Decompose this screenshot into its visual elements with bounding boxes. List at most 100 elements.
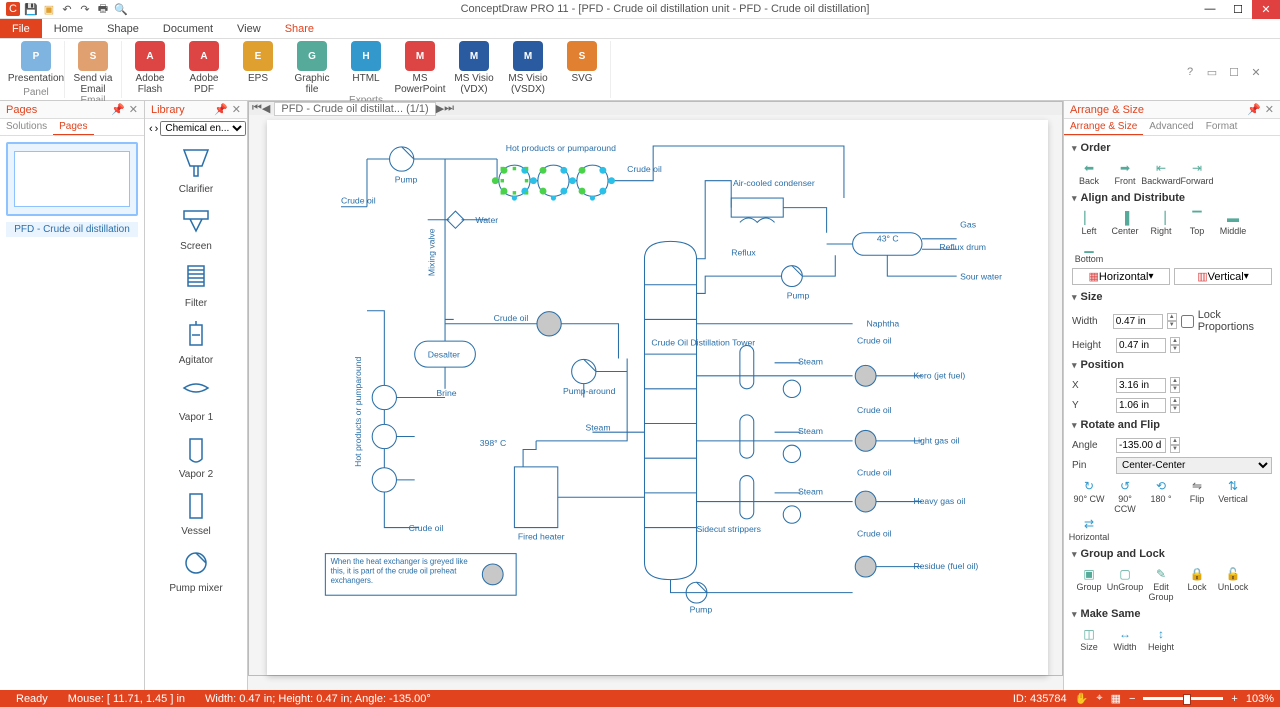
rotate-row--[interactable]: ⟲180 ° [1144,478,1178,514]
spinner-down[interactable]: ▼ [1170,385,1180,393]
order-row-backward[interactable]: ⇤Backward [1144,160,1178,186]
same-row-height[interactable]: ↕Height [1144,626,1178,652]
align-row-middle[interactable]: ▬Middle [1216,210,1250,236]
group-row-unlock[interactable]: 🔓UnLock [1216,566,1250,602]
group-row-lock[interactable]: 🔒Lock [1180,566,1214,602]
section-rotate[interactable]: Rotate and Flip [1072,415,1272,435]
redo-icon[interactable]: ↷ [78,2,92,16]
section-group[interactable]: Group and Lock [1072,544,1272,564]
close-button[interactable]: ✕ [1252,0,1280,19]
spinner-up[interactable]: ▲ [1170,437,1180,445]
zoom-slider[interactable] [1143,697,1223,700]
rotate-row--ccw[interactable]: ↺90° CCW [1108,478,1142,514]
spinner-up[interactable]: ▲ [1170,337,1180,345]
rotate-row-vertical[interactable]: ⇅Vertical [1216,478,1250,514]
library-select[interactable]: Chemical en... [160,121,246,136]
ribbon-adobe-flash[interactable]: AAdobeFlash [126,41,174,95]
width-input[interactable] [1113,314,1163,329]
pin-select[interactable]: Center-Center [1116,457,1272,474]
pin-icon[interactable]: 📌 [214,103,228,116]
ribbon-ms-visio-vdx-[interactable]: MMS Visio(VDX) [450,41,498,95]
spinner-up[interactable]: ▲ [1170,397,1180,405]
group-row-ungroup[interactable]: ▢UnGroup [1108,566,1142,602]
lib-clarifier[interactable]: Clarifier [145,142,247,199]
next-icon[interactable]: › [155,123,159,135]
prev-icon[interactable]: ‹ [149,123,153,135]
ribbon-adobe-pdf[interactable]: AAdobePDF [180,41,228,95]
ribbon-ms-powerpoint[interactable]: MMSPowerPoint [396,41,444,95]
lib-vapor-2[interactable]: Vapor 2 [145,427,247,484]
pin-icon[interactable]: 📌 [111,103,125,116]
tab-solutions[interactable]: Solutions [0,119,53,135]
align-row-center[interactable]: ▐Center [1108,210,1142,236]
tab-arrange-size[interactable]: Arrange & Size [1064,119,1143,135]
align-row-bottom[interactable]: ▁Bottom [1072,238,1106,264]
zoom-out-icon[interactable]: − [1129,693,1135,705]
order-row-front[interactable]: ➡Front [1108,160,1142,186]
ribbon-eps[interactable]: EEPS [234,41,282,95]
order-row-back[interactable]: ⬅Back [1072,160,1106,186]
tab-pages[interactable]: Pages [53,119,93,135]
ribbon-ms-visio-vsdx-[interactable]: MMS Visio(VSDX) [504,41,552,95]
order-row-forward[interactable]: ⇥Forward [1180,160,1214,186]
lib-vapor-1[interactable]: Vapor 1 [145,370,247,427]
canvas[interactable]: Pump Crude oil Hot products or pumparoun… [267,120,1048,675]
ribbon-presentation[interactable]: PPresentation [12,41,60,84]
lib-vessel[interactable]: Vessel [145,484,247,541]
spinner-up[interactable]: ▲ [1170,377,1180,385]
x-input[interactable] [1116,378,1166,393]
spinner-down[interactable]: ▼ [1170,345,1180,353]
pin-icon[interactable]: 📌 [1247,103,1261,116]
lock-proportions[interactable]: Lock Proportions [1181,309,1272,333]
rotate-row--cw[interactable]: ↻90° CW [1072,478,1106,514]
lib-screen[interactable]: Screen [145,199,247,256]
minimize-button[interactable]: — [1196,0,1224,19]
save-icon[interactable]: 💾 [24,2,38,16]
align-row-right[interactable]: ▕Right [1144,210,1178,236]
close-panel-icon[interactable]: ✕ [232,103,241,116]
tab-view[interactable]: View [225,19,273,38]
align-row-left[interactable]: ▏Left [1072,210,1106,236]
dist-horizontal-button[interactable]: ▦ Horizontal ▾ [1072,268,1170,285]
height-input[interactable] [1116,338,1166,353]
group-row-group[interactable]: ▣Group [1072,566,1106,602]
zoom-in-icon[interactable]: + [1231,693,1237,705]
angle-input[interactable] [1116,438,1166,453]
tab-share[interactable]: Share [273,19,326,38]
ribbon-html[interactable]: HHTML [342,41,390,95]
help-icon[interactable]: ? [1182,64,1198,80]
lib-agitator[interactable]: Agitator [145,313,247,370]
tab-shape[interactable]: Shape [95,19,151,38]
grid-icon[interactable]: ▦ [1111,692,1121,705]
spinner-down[interactable]: ▼ [1167,321,1177,329]
new-icon[interactable]: ▣ [42,2,56,16]
group-row-edit-group[interactable]: ✎EditGroup [1144,566,1178,602]
close-panel-icon[interactable]: ✕ [129,103,138,116]
min-ribbon-icon[interactable]: ▭ [1204,64,1220,80]
hand-icon[interactable]: ✋ [1075,692,1089,705]
section-align[interactable]: Align and Distribute [1072,188,1272,208]
tab-file[interactable]: File [0,19,42,38]
page-thumbnail[interactable] [6,142,138,216]
spinner-up[interactable]: ▲ [1167,313,1177,321]
y-input[interactable] [1116,398,1166,413]
same-row-size[interactable]: ◫Size [1072,626,1106,652]
ribbon-svg[interactable]: SSVG [558,41,606,95]
undo-icon[interactable]: ↶ [60,2,74,16]
maximize-button[interactable]: ☐ [1224,0,1252,19]
close-doc-icon[interactable]: ✕ [1248,64,1264,80]
tab-document[interactable]: Document [151,19,225,38]
spinner-down[interactable]: ▼ [1170,405,1180,413]
snap-icon[interactable]: ⌖ [1096,692,1102,705]
same-row-width[interactable]: ↔Width [1108,626,1142,652]
close-panel-icon[interactable]: ✕ [1265,103,1274,116]
print-icon[interactable]: 🖶 [96,2,110,16]
section-size[interactable]: Size [1072,287,1272,307]
rotate-row-horizontal[interactable]: ⇄Horizontal [1072,516,1106,542]
lib-pump-mixer[interactable]: Pump mixer [145,541,247,598]
rotate-row-flip[interactable]: ⇋Flip [1180,478,1214,514]
ribbon-graphic-file[interactable]: GGraphicfile [288,41,336,95]
tab-home[interactable]: Home [42,19,95,38]
tab-format[interactable]: Format [1200,119,1244,135]
section-order[interactable]: Order [1072,138,1272,158]
